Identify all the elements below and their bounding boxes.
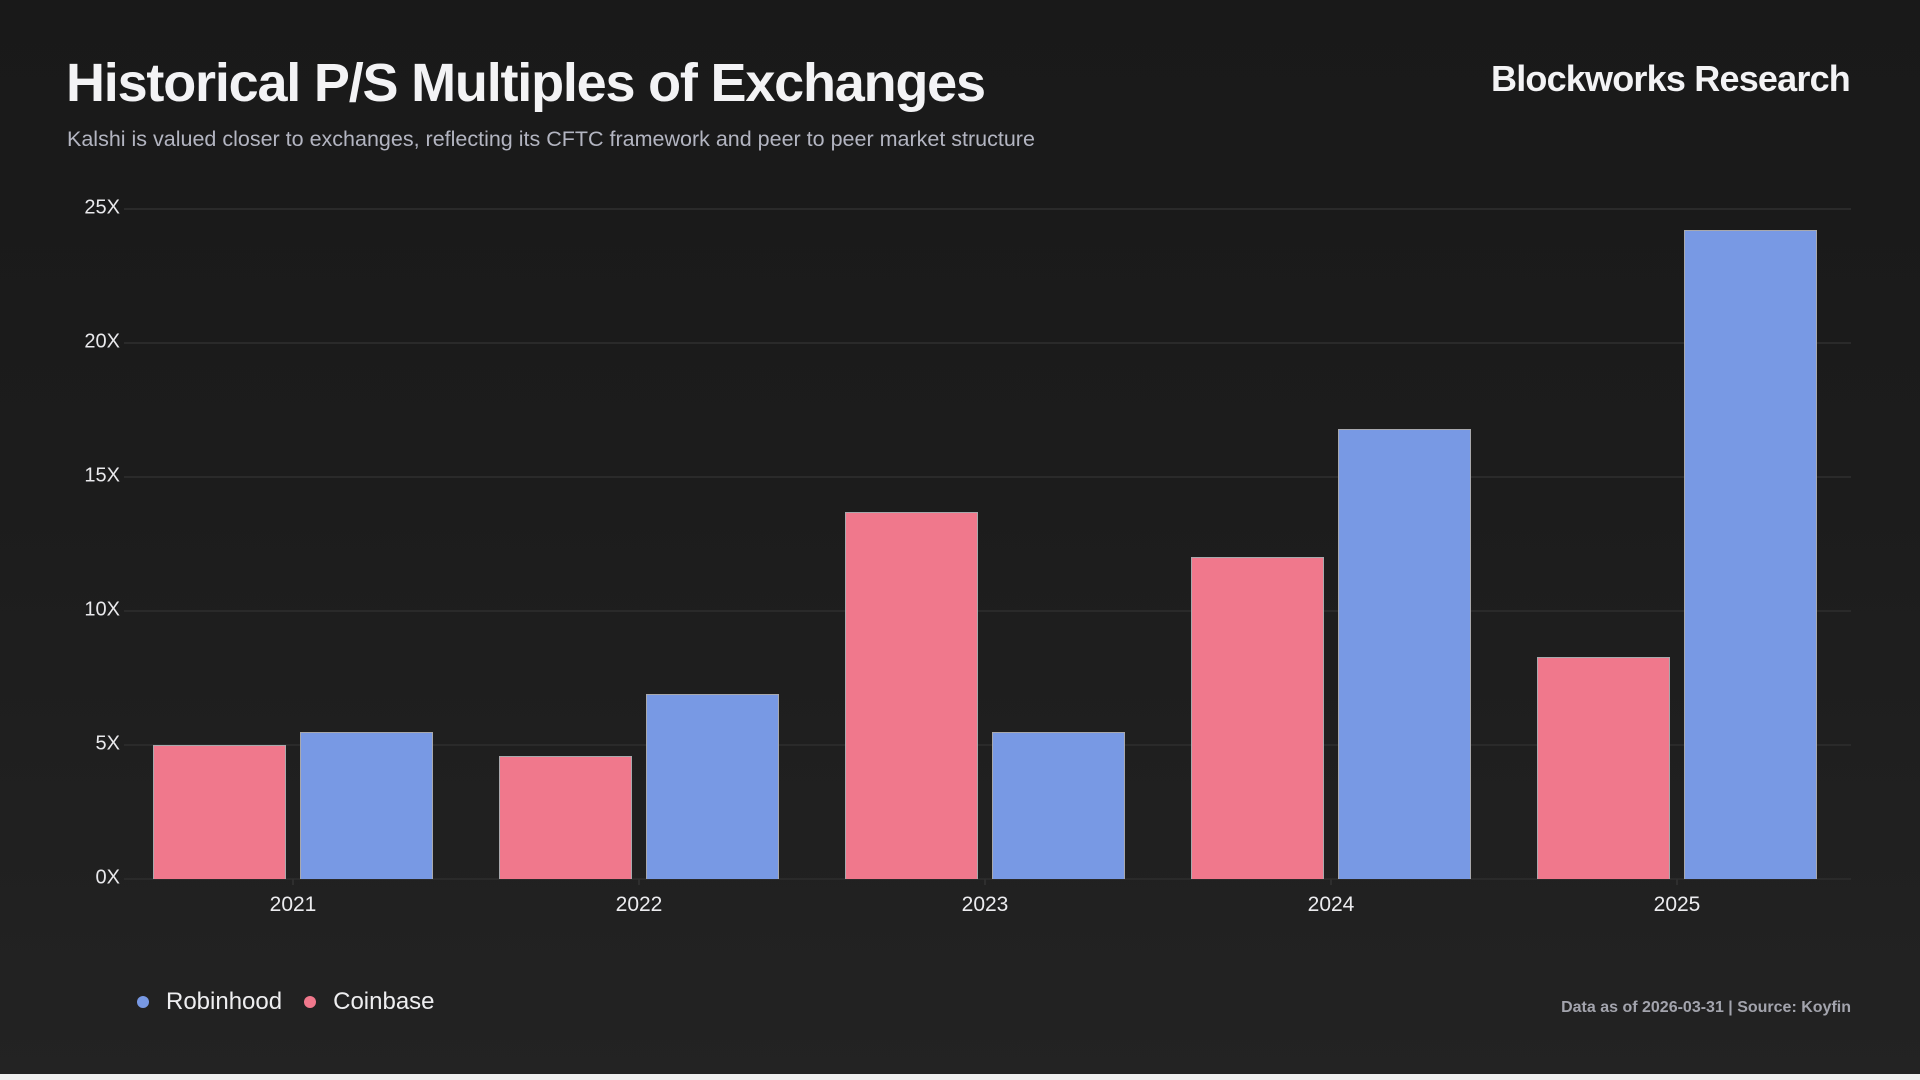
x-tick-label: 2023 bbox=[961, 893, 1009, 916]
bar-robinhood-2025[interactable] bbox=[1684, 230, 1817, 879]
x-tick-label: 2022 bbox=[615, 893, 663, 916]
bar-robinhood-2023[interactable] bbox=[992, 731, 1125, 879]
x-tick-label: 2024 bbox=[1307, 893, 1355, 916]
bar-robinhood-2024[interactable] bbox=[1338, 428, 1471, 879]
gridline bbox=[124, 610, 1851, 612]
bar-coinbase-2021[interactable] bbox=[153, 745, 286, 879]
gridline bbox=[124, 476, 1851, 478]
x-tick-mark bbox=[984, 879, 986, 885]
gridline bbox=[124, 744, 1851, 746]
y-tick-label: 10X bbox=[84, 598, 120, 621]
bar-robinhood-2021[interactable] bbox=[300, 731, 433, 879]
x-tick-label: 2025 bbox=[1653, 893, 1701, 916]
x-tick-mark bbox=[1330, 879, 1332, 885]
page-subtitle: Kalshi is valued closer to exchanges, re… bbox=[67, 127, 1035, 151]
legend-item-coinbase[interactable]: Coinbase bbox=[304, 988, 435, 1016]
y-tick-label: 25X bbox=[84, 196, 120, 219]
bar-coinbase-2023[interactable] bbox=[845, 511, 978, 879]
bar-coinbase-2025[interactable] bbox=[1537, 656, 1670, 879]
coinbase-dot-icon bbox=[304, 996, 317, 1008]
legend-label: Coinbase bbox=[333, 988, 435, 1015]
bottom-edge bbox=[0, 1074, 1920, 1080]
x-tick-mark bbox=[1676, 879, 1678, 885]
legend-label: Robinhood bbox=[166, 988, 283, 1015]
gridline bbox=[124, 208, 1851, 210]
x-tick-label: 2021 bbox=[269, 893, 317, 916]
chart-legend: Robinhood Coinbase bbox=[137, 988, 457, 1016]
gridline bbox=[124, 342, 1851, 344]
bar-robinhood-2022[interactable] bbox=[646, 694, 779, 879]
brand-logo-text: Blockworks Research bbox=[1491, 58, 1851, 99]
page-title: Historical P/S Multiples of Exchanges bbox=[66, 53, 986, 113]
x-tick-mark bbox=[292, 879, 294, 885]
bar-coinbase-2024[interactable] bbox=[1191, 557, 1324, 879]
y-tick-label: 15X bbox=[84, 464, 120, 487]
source-note: Data as of 2026-03-31 | Source: Koyfin bbox=[1561, 999, 1851, 1016]
bar-coinbase-2022[interactable] bbox=[499, 755, 632, 879]
robinhood-dot-icon bbox=[137, 996, 149, 1008]
y-tick-label: 5X bbox=[95, 732, 120, 755]
legend-item-robinhood[interactable]: Robinhood bbox=[137, 988, 282, 1016]
y-tick-label: 0X bbox=[95, 866, 120, 889]
x-tick-mark bbox=[638, 879, 640, 885]
y-tick-label: 20X bbox=[84, 330, 120, 353]
gridline bbox=[124, 878, 1851, 880]
